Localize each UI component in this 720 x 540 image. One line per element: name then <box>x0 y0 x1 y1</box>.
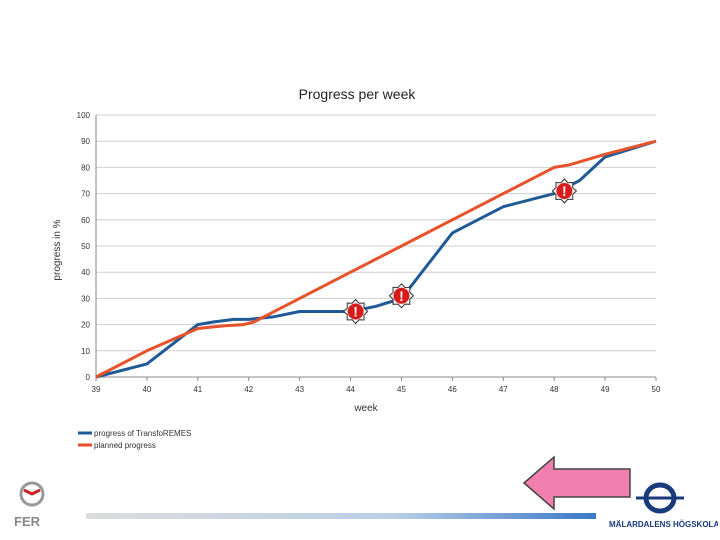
y-tick-label: 90 <box>81 137 90 146</box>
warning-marker-disc <box>556 182 573 199</box>
warning-marker: ! <box>342 298 369 325</box>
footer-bar <box>86 513 596 519</box>
x-axis-title: week <box>353 403 378 414</box>
x-tick-label: 45 <box>397 385 406 394</box>
mdh-logo-text: MÄLARDALENS HÖGSKOLA <box>609 520 718 529</box>
warning-marker-disc <box>347 303 364 320</box>
x-tick-label: 49 <box>601 385 610 394</box>
x-tick-label: 48 <box>550 385 559 394</box>
fer-logo-text: FER <box>14 514 41 529</box>
warning-marker-symbol: ! <box>399 288 404 304</box>
y-tick-label: 60 <box>81 216 90 225</box>
y-tick-label: 80 <box>81 163 90 172</box>
legend: progress of TransfoREMES planned progres… <box>78 429 191 450</box>
legend-label-progress: progress of TransfoREMES <box>94 429 191 438</box>
warning-marker-disc <box>393 287 410 304</box>
x-tick-label: 39 <box>92 385 101 394</box>
x-tick-label: 42 <box>244 385 253 394</box>
y-tick-label: 100 <box>77 111 91 120</box>
y-tick-label: 40 <box>81 268 90 277</box>
x-tick-label: 41 <box>193 385 202 394</box>
y-tick-label: 30 <box>81 294 90 303</box>
x-tick-labels: 39 40 41 42 43 44 45 46 47 48 49 50 <box>92 377 661 394</box>
chart-title: Progress per week <box>299 86 417 102</box>
y-tick-labels: 0 10 20 30 40 50 60 70 80 90 100 <box>77 111 91 382</box>
y-tick-label: 10 <box>81 347 90 356</box>
back-arrow-icon[interactable] <box>522 455 634 511</box>
series-line-planned <box>95 139 657 379</box>
warning-marker: ! <box>551 178 578 204</box>
y-tick-label: 70 <box>81 190 90 199</box>
y-tick-label: 20 <box>81 321 90 330</box>
x-tick-label: 47 <box>499 385 508 394</box>
legend-label-planned: planned progress <box>94 441 156 450</box>
warning-marker: ! <box>388 283 415 309</box>
warning-markers: !!! <box>342 178 578 325</box>
x-tick-label: 50 <box>652 385 661 394</box>
warning-marker-symbol: ! <box>562 183 567 199</box>
y-axis-title: progress in % <box>52 219 63 280</box>
fer-logo: FER <box>14 481 45 529</box>
y-tick-label: 0 <box>86 373 91 382</box>
mdh-logo: MÄLARDALENS HÖGSKOLA <box>609 482 718 529</box>
series-group <box>95 139 657 379</box>
x-tick-label: 40 <box>142 385 151 394</box>
x-tick-label: 44 <box>346 385 355 394</box>
warning-marker-symbol: ! <box>353 304 358 320</box>
y-tick-label: 50 <box>81 242 90 251</box>
axes <box>95 115 656 378</box>
x-tick-label: 46 <box>448 385 457 394</box>
x-tick-label: 43 <box>295 385 304 394</box>
